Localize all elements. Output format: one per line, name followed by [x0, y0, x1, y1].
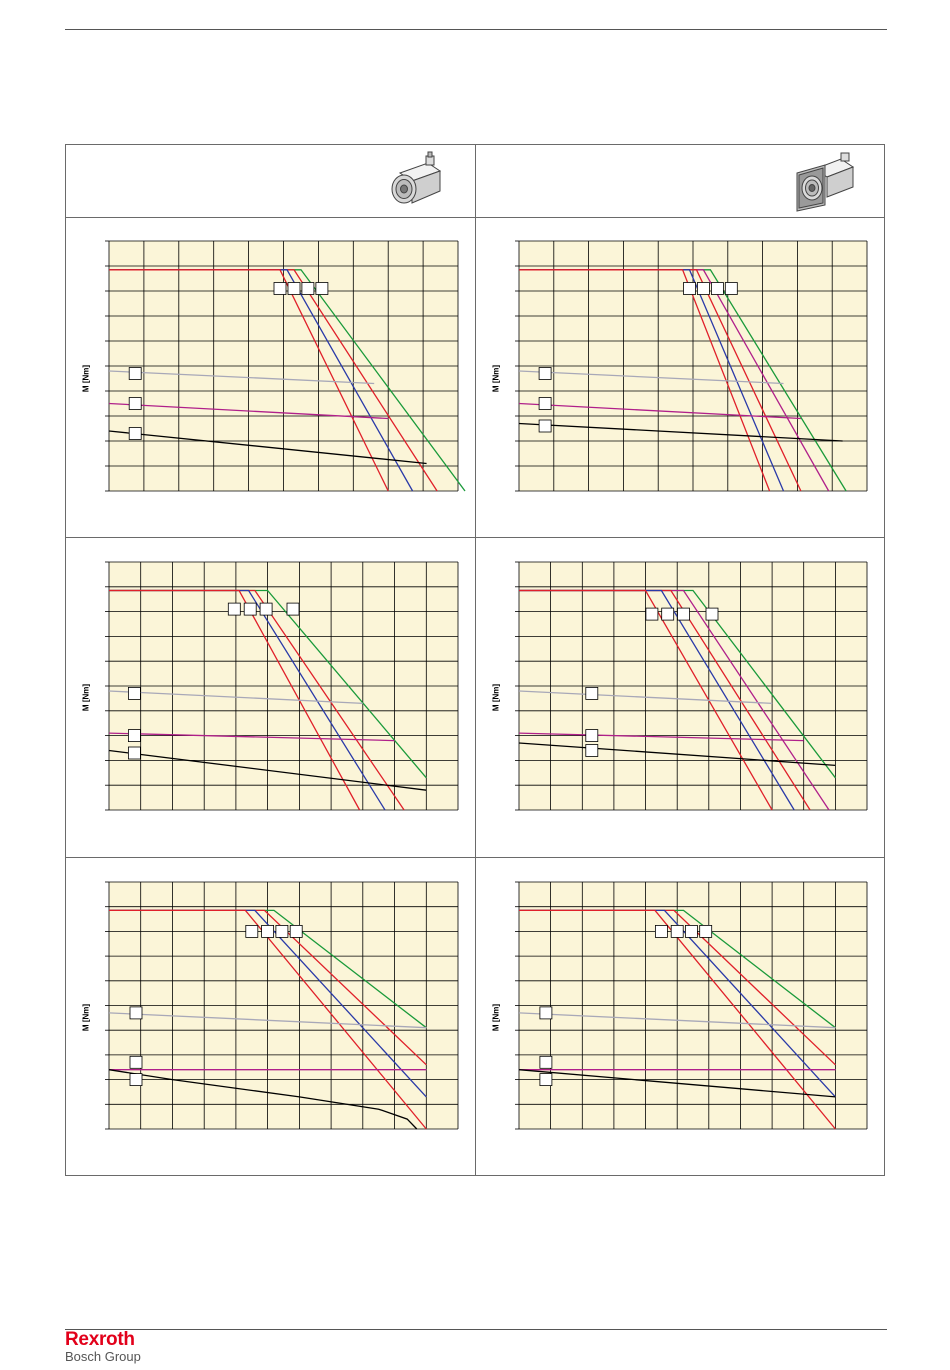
curve-red-4 — [109, 909, 427, 1130]
curve-magenta-6 — [108, 732, 395, 742]
curve-label-box — [585, 744, 599, 757]
curve-gray-6 — [518, 690, 773, 705]
torque-speed-chart-6 — [515, 881, 868, 1130]
curve-label-box — [677, 607, 690, 621]
row-divider-2 — [65, 857, 885, 858]
flange-motor-icon — [796, 152, 855, 212]
curve-label-box — [661, 607, 675, 621]
curve-gray-5 — [518, 1012, 836, 1029]
curve-label-box — [128, 367, 142, 380]
curve-label-box — [128, 427, 142, 440]
y-axis-label: M [Nm] — [81, 684, 91, 712]
row-divider-1 — [65, 537, 885, 538]
curve-label-box — [585, 729, 599, 743]
y-axis-label: M [Nm] — [81, 1003, 91, 1031]
curve-label-box — [287, 282, 301, 295]
curve-label-box — [243, 602, 257, 616]
curve-black-7 — [108, 1069, 418, 1130]
curve-label-box — [585, 687, 599, 700]
curve-label-box — [539, 1073, 553, 1087]
curve-label-box — [539, 1055, 553, 1069]
column-divider — [475, 144, 476, 1176]
curve-label-box — [645, 607, 659, 621]
curve-label-box — [705, 607, 719, 621]
curve-label-box — [670, 925, 684, 938]
curve-gray-5 — [108, 690, 363, 705]
curve-label-box — [684, 925, 698, 938]
curve-label-box — [710, 282, 724, 295]
curve-red-4 — [109, 269, 389, 492]
curve-red-4 — [519, 909, 836, 1130]
curve-red-5 — [519, 269, 771, 492]
curve-label-box — [127, 687, 141, 700]
curve-label-box — [127, 746, 141, 760]
curve-label-box — [286, 602, 300, 616]
top-rule — [65, 29, 887, 30]
curve-label-box — [654, 925, 668, 938]
curve-red-5 — [519, 589, 773, 811]
curve-label-box — [127, 729, 141, 743]
bottom-rule — [65, 1329, 887, 1330]
y-axis-label: M [Nm] — [491, 1003, 501, 1031]
torque-speed-chart-2 — [515, 240, 868, 492]
curve-black-8 — [518, 422, 843, 442]
curve-label-box — [273, 282, 287, 295]
curve-label-box — [301, 282, 315, 295]
curve-label-box — [128, 397, 142, 410]
curve-label-box — [538, 419, 552, 433]
curve-label-box — [129, 1073, 143, 1087]
curve-black-7 — [518, 1069, 836, 1098]
curve-label-box — [538, 397, 552, 410]
brand-subtitle: Bosch Group — [65, 1349, 141, 1364]
curve-label-box — [259, 602, 273, 616]
curve-red-4 — [109, 589, 361, 811]
curve-gray-5 — [108, 370, 375, 385]
curve-label-box — [699, 925, 713, 938]
motor-icon — [391, 151, 442, 204]
curve-label-box — [696, 282, 710, 295]
torque-speed-chart-3 — [105, 561, 459, 811]
curve-black-7 — [108, 430, 427, 465]
curve-label-box — [289, 925, 303, 938]
y-axis-label: M [Nm] — [491, 364, 501, 392]
y-axis-label: M [Nm] — [491, 684, 501, 712]
curve-gray-6 — [518, 370, 784, 385]
brand-name: Rexroth — [65, 1329, 135, 1350]
header-row-divider — [65, 217, 885, 218]
rexroth-logo: Rexroth Bosch Group — [65, 1330, 141, 1364]
curve-label-box — [245, 925, 259, 938]
y-axis-label: M [Nm] — [81, 364, 91, 392]
curve-label-box — [538, 367, 552, 380]
curve-label-box — [261, 925, 275, 938]
curve-label-box — [315, 282, 329, 295]
curve-black-7 — [108, 749, 427, 791]
curve-magenta-6 — [108, 402, 389, 420]
curve-label-box — [683, 282, 696, 295]
torque-speed-chart-4 — [515, 561, 868, 811]
curve-label-box — [724, 282, 738, 295]
curve-label-box — [227, 602, 241, 616]
curve-label-box — [539, 1006, 553, 1020]
curve-magenta-7 — [518, 402, 801, 420]
curve-label-box — [275, 925, 289, 938]
curve-black-8 — [518, 742, 836, 767]
torque-speed-chart-1 — [105, 240, 466, 492]
torque-speed-chart-5 — [105, 881, 459, 1130]
curve-label-box — [129, 1055, 143, 1069]
curve-gray-5 — [108, 1012, 427, 1029]
curve-magenta-7 — [518, 732, 804, 742]
curve-label-box — [129, 1006, 143, 1020]
